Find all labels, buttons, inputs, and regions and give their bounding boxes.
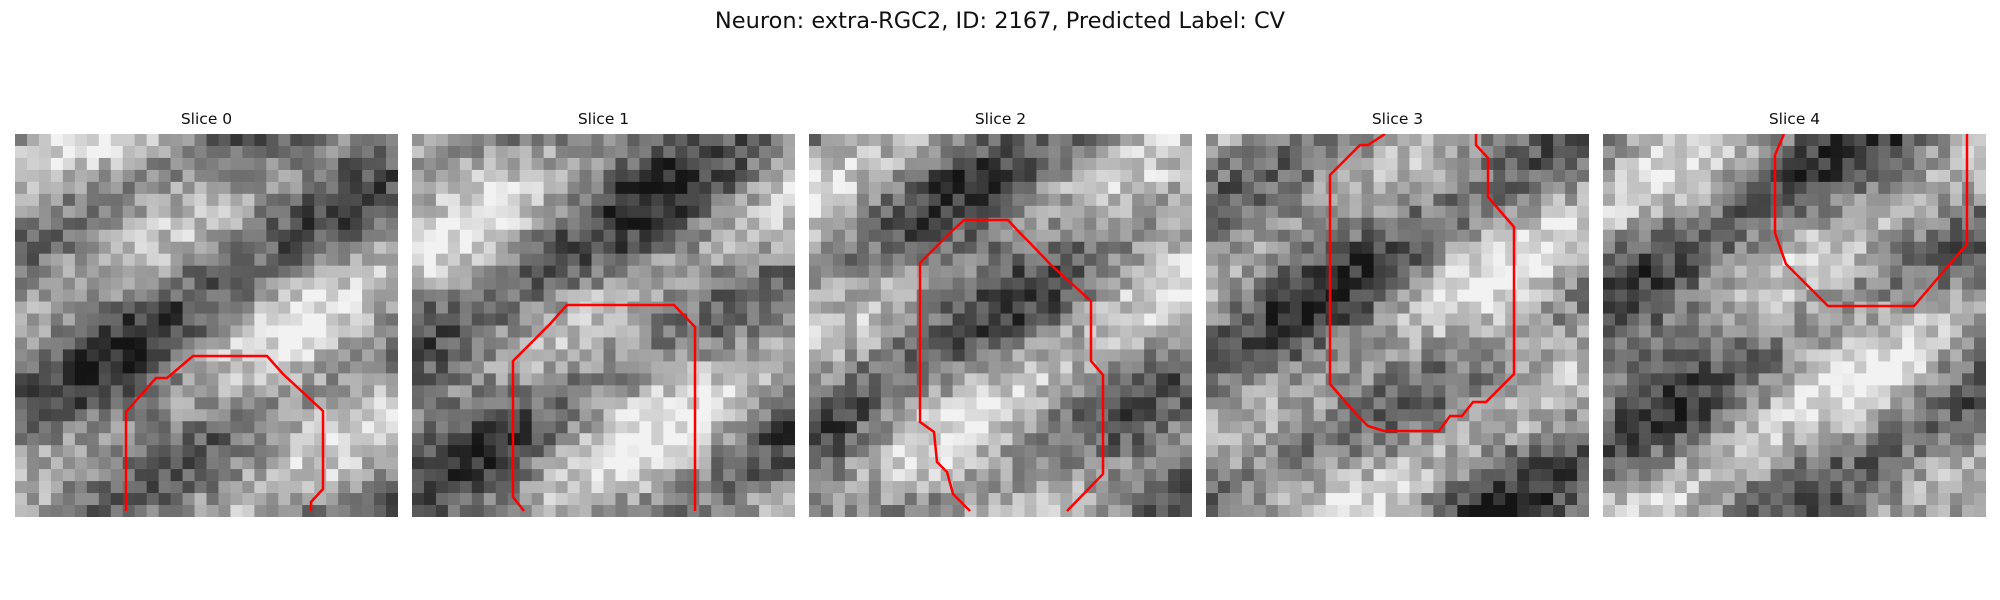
slice-3-contour: [1328, 134, 1516, 433]
slice-4-title: Slice 4: [1768, 110, 1821, 128]
slice-0-image: [15, 134, 398, 517]
slice-0-title: Slice 0: [180, 110, 233, 128]
figure-title: Neuron: extra-RGC2, ID: 2167, Predicted …: [714, 8, 1286, 34]
slice-1-title: Slice 1: [577, 110, 630, 128]
slice-3-title: Slice 3: [1371, 110, 1424, 128]
slice-2-canvas: [809, 134, 1192, 517]
slice-4-pixels: [1603, 134, 1986, 517]
slice-2-title: Slice 2: [974, 110, 1027, 128]
slice-2-image: [809, 134, 1192, 517]
slice-0-pixels: [15, 134, 398, 517]
slice-1-canvas: [412, 134, 795, 517]
slice-4-contour: [1773, 134, 1969, 308]
slice-1-pixels: [412, 134, 795, 517]
slice-0-contour: [124, 354, 325, 511]
slice-4-image: [1603, 134, 1986, 517]
slice-1-contour: [511, 303, 697, 512]
slice-3-pixels: [1206, 134, 1589, 517]
slice-0-canvas: [15, 134, 398, 517]
slice-3-image: [1206, 134, 1589, 517]
slice-2-contour: [918, 218, 1105, 512]
slice-3-canvas: [1206, 134, 1589, 517]
slice-4-canvas: [1603, 134, 1986, 517]
slice-2-pixels: [809, 134, 1192, 517]
slice-1-image: [412, 134, 795, 517]
